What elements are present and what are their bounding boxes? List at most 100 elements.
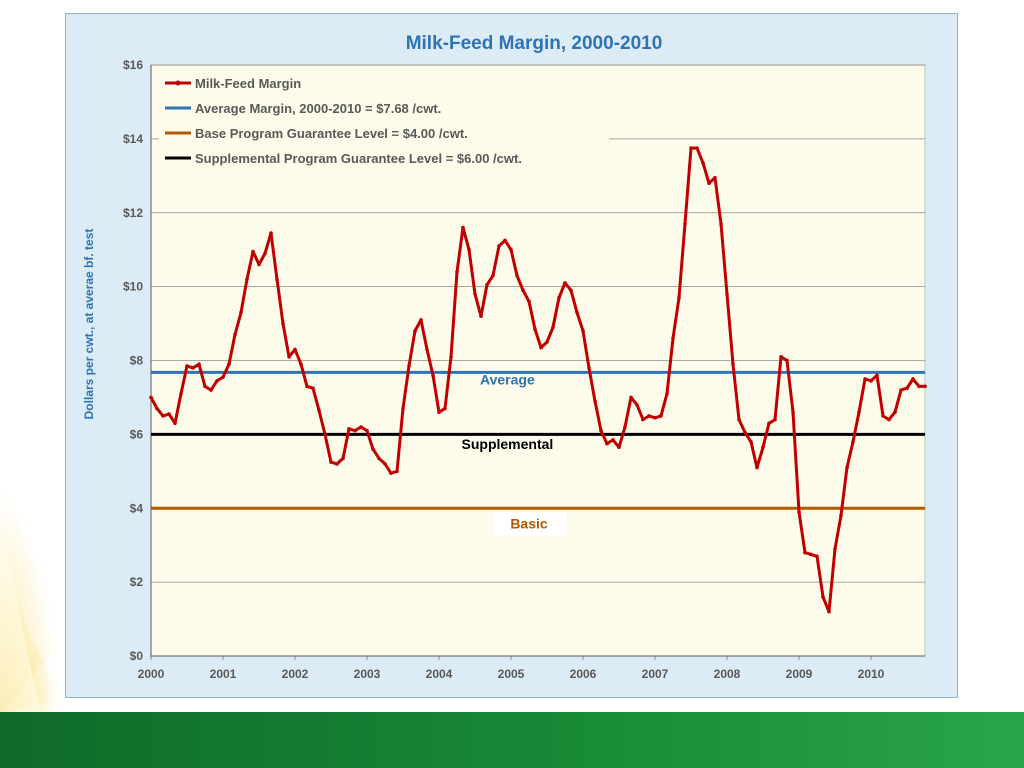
data-point xyxy=(251,249,255,254)
data-point xyxy=(395,469,399,474)
data-point xyxy=(239,310,243,315)
data-point xyxy=(293,347,297,352)
data-point xyxy=(467,247,471,252)
data-point xyxy=(887,417,891,422)
data-point xyxy=(557,295,561,300)
data-point xyxy=(209,388,213,392)
x-tick-label: 2006 xyxy=(570,667,597,681)
data-point xyxy=(215,379,219,383)
data-point xyxy=(899,388,903,392)
data-point xyxy=(839,513,843,518)
x-tick-label: 2009 xyxy=(786,667,813,681)
data-point xyxy=(713,175,717,180)
data-point xyxy=(773,417,777,422)
data-point xyxy=(179,391,183,396)
data-point xyxy=(509,247,513,252)
data-point xyxy=(173,421,177,426)
legend-entry: Milk-Feed Margin xyxy=(195,76,301,91)
x-tick-label: 2010 xyxy=(858,667,885,681)
data-point xyxy=(623,425,627,429)
data-point xyxy=(191,366,195,370)
data-point xyxy=(815,554,819,559)
data-point xyxy=(605,441,609,446)
data-point xyxy=(845,465,849,470)
data-point xyxy=(527,299,531,304)
data-point xyxy=(185,364,189,368)
data-point xyxy=(437,410,441,415)
data-point xyxy=(473,292,477,296)
data-point xyxy=(479,314,483,318)
data-point xyxy=(611,438,615,442)
data-point xyxy=(359,425,363,429)
data-point xyxy=(875,373,879,378)
data-point xyxy=(761,445,765,450)
data-point xyxy=(737,417,741,422)
data-point xyxy=(461,225,465,230)
annotation-supplemental: Supplemental xyxy=(462,436,554,452)
data-point xyxy=(275,277,279,282)
data-point xyxy=(353,428,357,433)
data-point xyxy=(269,231,273,235)
data-point xyxy=(701,161,705,165)
milk-feed-margin-line xyxy=(149,146,925,614)
data-point xyxy=(677,295,681,300)
data-point xyxy=(545,340,549,344)
data-point xyxy=(593,399,597,403)
y-tick-label: $0 xyxy=(130,649,144,663)
data-point xyxy=(281,321,285,326)
data-point xyxy=(743,430,747,435)
y-tick-label: $10 xyxy=(123,280,143,294)
data-point xyxy=(881,414,885,418)
y-tick-label: $4 xyxy=(130,501,144,515)
data-point xyxy=(389,471,393,475)
data-point xyxy=(299,362,303,366)
data-point xyxy=(383,462,387,466)
data-point xyxy=(149,395,153,400)
data-point xyxy=(167,412,171,416)
y-axis-label: Dollars per cwt., at averae bf. test xyxy=(82,229,96,420)
data-point xyxy=(857,410,861,415)
data-point xyxy=(335,462,339,466)
data-point xyxy=(869,379,873,383)
data-point xyxy=(347,427,351,431)
y-tick-label: $16 xyxy=(123,58,143,72)
sunburst-rays xyxy=(0,470,64,712)
data-point xyxy=(785,358,789,363)
data-point xyxy=(371,447,375,451)
annotation-average: Average xyxy=(480,372,535,388)
data-point xyxy=(659,414,663,418)
data-point xyxy=(809,552,813,557)
data-point xyxy=(431,373,435,378)
data-point xyxy=(749,439,753,444)
data-point xyxy=(731,362,735,366)
data-point xyxy=(413,329,417,333)
data-point xyxy=(695,146,699,150)
data-point xyxy=(641,417,645,422)
chart-frame: Milk-Feed Margin, 2000-2010 Dollars per … xyxy=(65,13,958,698)
data-point xyxy=(725,292,729,296)
x-tick-label: 2002 xyxy=(282,667,309,681)
x-tick-label: 2008 xyxy=(714,667,741,681)
data-point xyxy=(569,288,573,293)
data-point xyxy=(491,273,495,278)
legend: Milk-Feed Margin Average Margin, 2000-201… xyxy=(159,67,609,167)
data-point xyxy=(923,384,927,389)
data-point xyxy=(629,395,633,400)
x-tick-label: 2004 xyxy=(426,667,453,681)
data-point xyxy=(905,386,909,391)
data-point xyxy=(377,456,381,461)
data-point xyxy=(635,403,639,407)
data-point xyxy=(443,406,447,411)
data-point xyxy=(455,270,459,274)
data-point xyxy=(341,456,345,461)
data-point xyxy=(161,414,165,418)
annotation-basic: Basic xyxy=(510,516,548,532)
legend-background xyxy=(159,67,609,167)
data-point xyxy=(227,362,231,366)
data-point xyxy=(497,244,501,248)
data-point xyxy=(287,355,291,359)
legend-entry: Base Program Guarantee Level = $4.00 /cw… xyxy=(195,126,468,141)
data-point xyxy=(155,406,159,411)
data-point xyxy=(707,181,711,185)
